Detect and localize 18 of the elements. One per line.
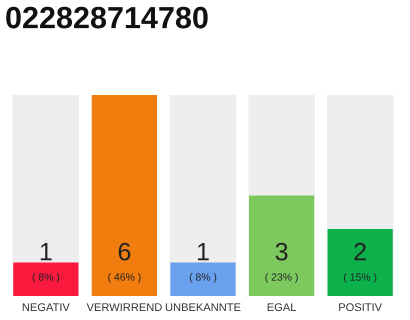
x-tick-label: EGAL	[268, 303, 296, 312]
data-label: 2	[354, 242, 366, 260]
x-tick-label: VERWIRREND	[86, 303, 162, 311]
annotation: ( 8% )	[32, 273, 60, 283]
annotation: ( 8% )	[190, 273, 216, 283]
x-tick-label: POSITIV	[339, 303, 382, 312]
bar	[170, 262, 236, 296]
chart-title: 022828714780	[6, 6, 208, 28]
x-tick-label: UNBEKANNTE	[166, 303, 240, 312]
annotation: ( 23% )	[265, 273, 298, 283]
data-label: 1	[198, 243, 209, 260]
annotation: ( 46% )	[108, 273, 141, 283]
data-label: 6	[118, 242, 130, 260]
bar	[13, 262, 78, 296]
annotation: ( 15% )	[344, 273, 376, 283]
data-label: 3	[276, 242, 288, 260]
x-tick-label: NEGATIV	[22, 303, 70, 312]
data-label: 1	[40, 243, 52, 260]
